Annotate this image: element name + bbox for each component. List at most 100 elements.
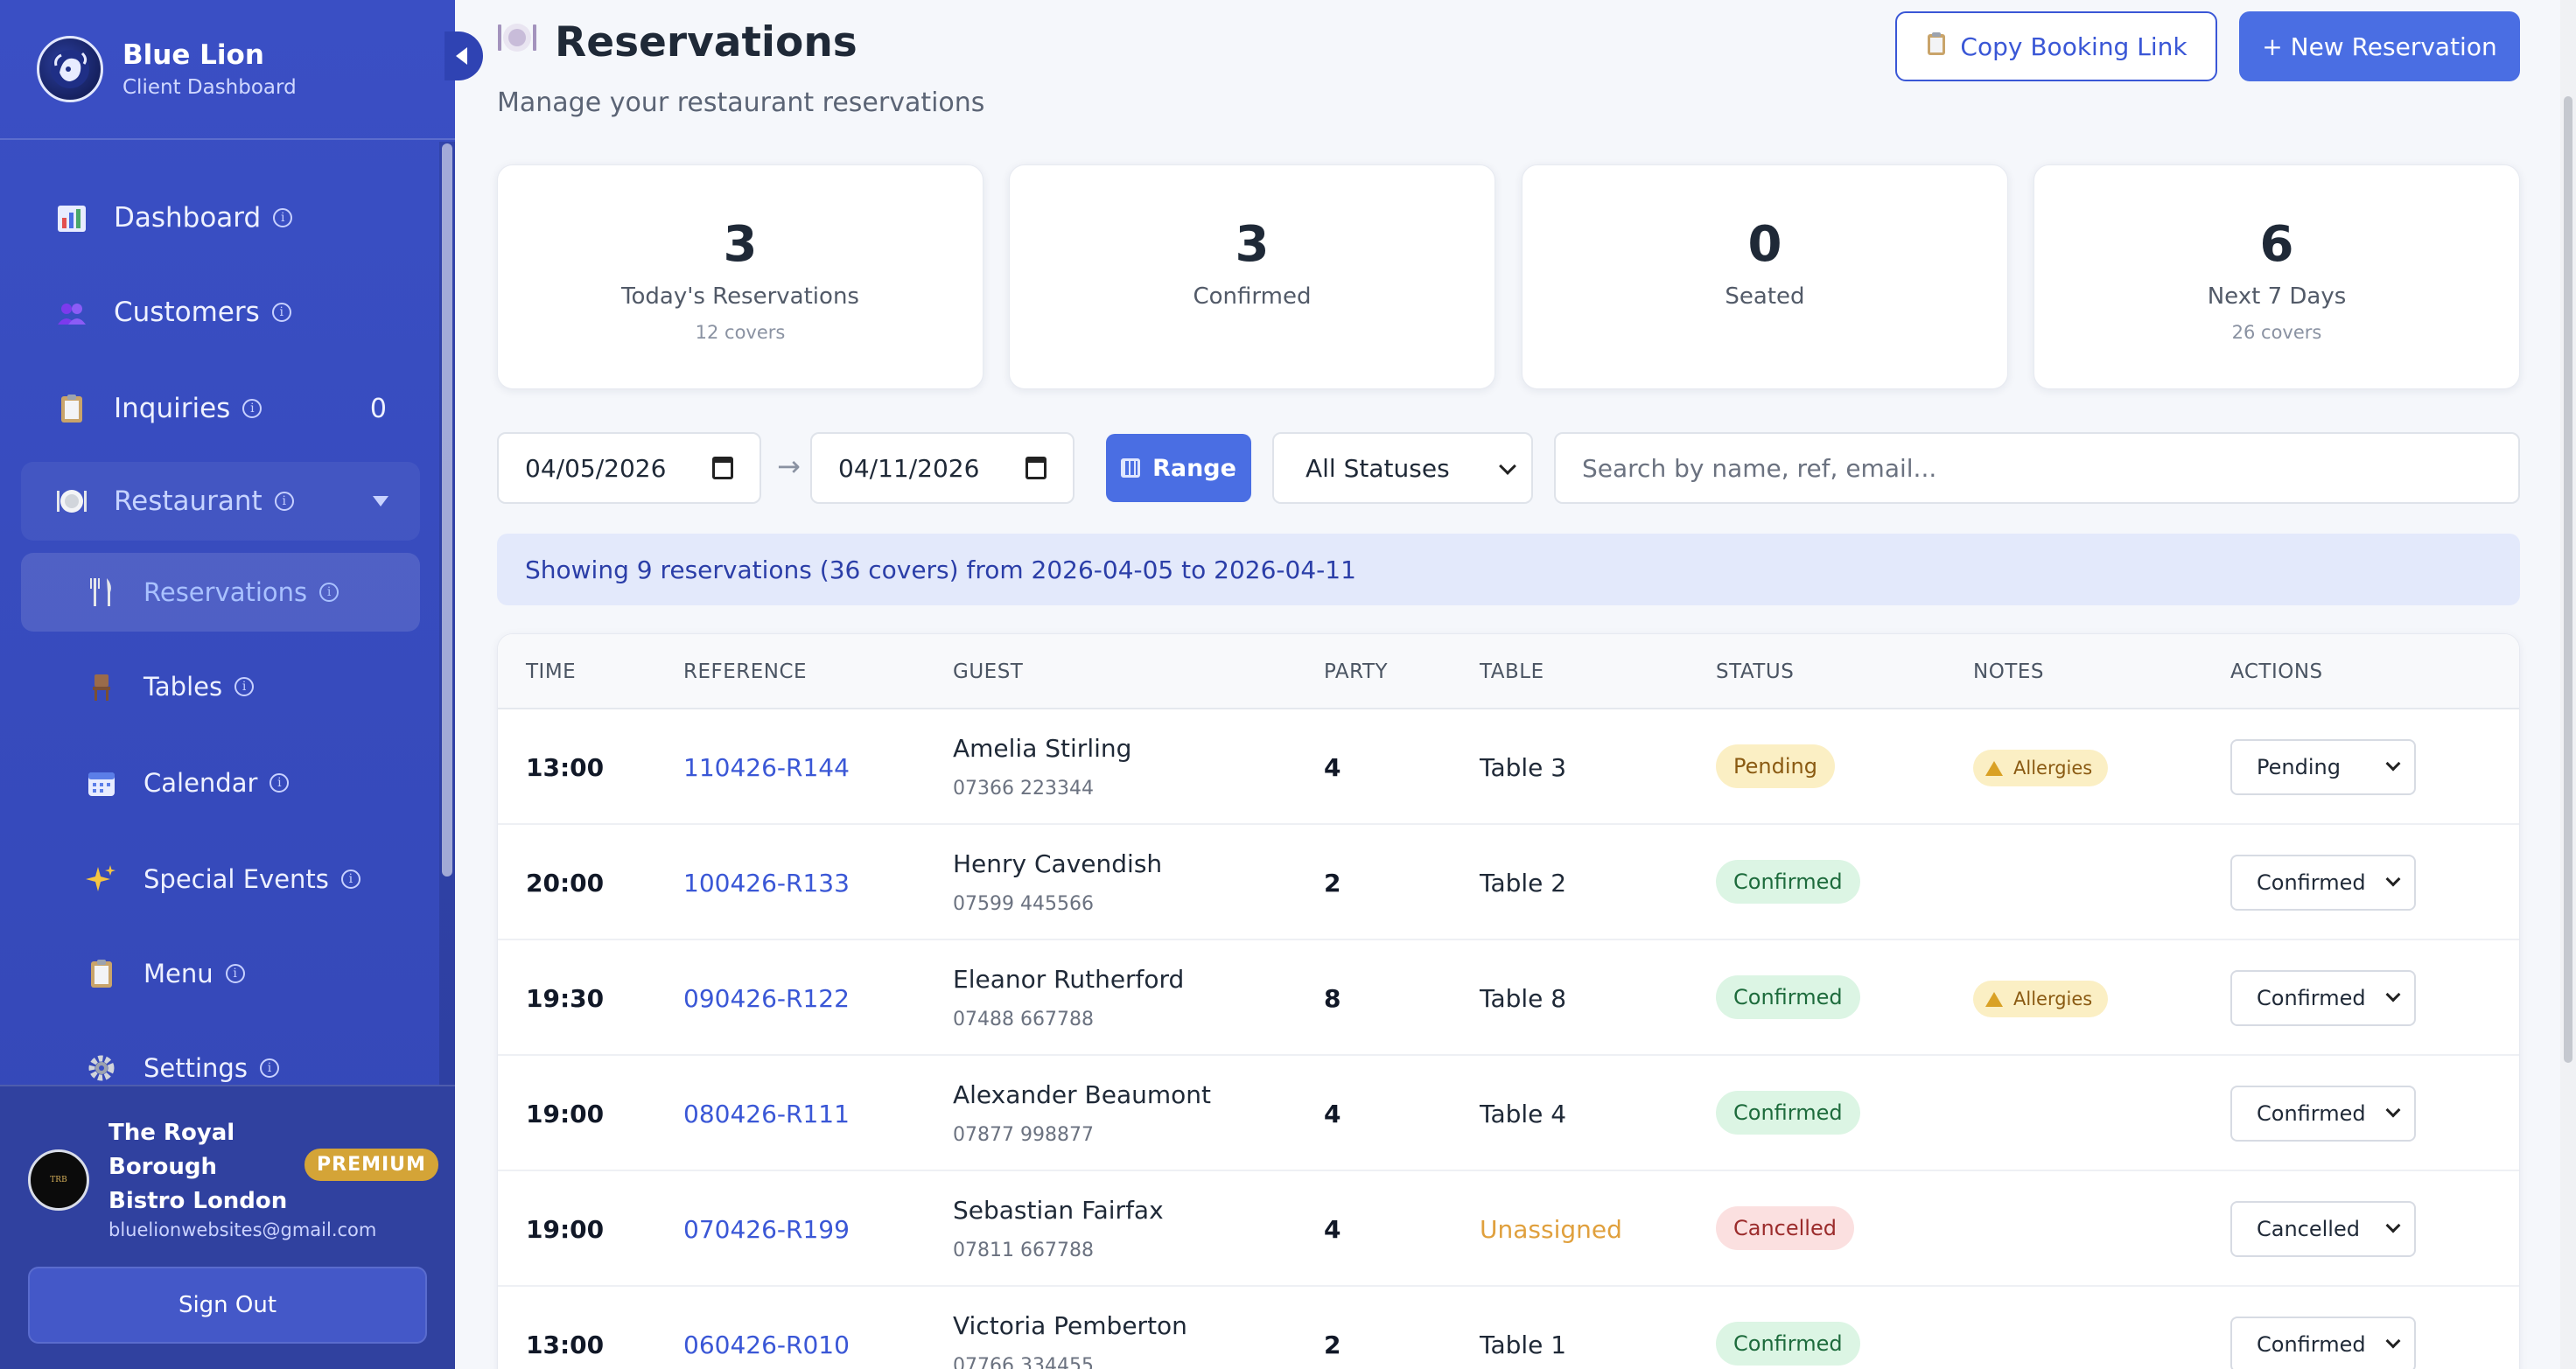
table-row[interactable]: 13:00 110426-R144 Amelia Stirling 07366 … (498, 709, 2519, 825)
column-header[interactable]: NOTES (1973, 660, 2044, 683)
stat-value: 3 (723, 216, 758, 273)
status-action-select[interactable]: Confirmed (2230, 1317, 2416, 1369)
status-action-select[interactable]: Confirmed (2230, 1086, 2416, 1142)
status-filter-select[interactable]: All Statuses (1272, 432, 1533, 504)
reservation-time: 19:00 (526, 1215, 605, 1244)
chevron-down-icon (2385, 1102, 2401, 1118)
info-icon[interactable]: i (319, 583, 340, 602)
party-size: 2 (1324, 869, 1341, 898)
reservation-reference-link[interactable]: 090426-R122 (683, 984, 850, 1013)
sidebar-item-menu[interactable]: Menu i (21, 934, 420, 1013)
collapse-sidebar-button[interactable] (444, 31, 483, 80)
scrollbar-thumb[interactable] (442, 143, 452, 877)
clipboard-icon (54, 391, 89, 426)
stat-label: Next 7 Days (2207, 283, 2347, 310)
plate-icon (497, 17, 537, 67)
status-action-select[interactable]: Cancelled (2230, 1201, 2416, 1257)
table-row[interactable]: 19:30 090426-R122 Eleanor Rutherford 074… (498, 940, 2519, 1056)
new-reservation-button[interactable]: + New Reservation (2239, 11, 2520, 81)
calendar-icon[interactable] (712, 457, 733, 479)
column-header[interactable]: STATUS (1716, 660, 1795, 683)
date-to-input[interactable]: 04/11/2026 (810, 432, 1074, 504)
reservation-reference-link[interactable]: 100426-R133 (683, 869, 850, 898)
info-icon[interactable]: i (270, 773, 290, 793)
info-icon[interactable]: i (271, 303, 291, 322)
brand[interactable]: Blue Lion Client Dashboard (0, 0, 455, 140)
column-header[interactable]: TABLE (1480, 660, 1544, 683)
status-action-select[interactable]: Confirmed (2230, 970, 2416, 1026)
party-size: 8 (1324, 984, 1341, 1013)
reservation-reference-link[interactable]: 110426-R144 (683, 753, 850, 782)
stat-card-today: 3 Today's Reservations 12 covers (497, 164, 984, 389)
date-from-input[interactable]: 04/05/2026 (497, 432, 761, 504)
column-header[interactable]: PARTY (1324, 660, 1389, 683)
chevron-down-icon (2385, 1218, 2401, 1233)
party-size: 4 (1324, 1100, 1341, 1128)
table-row[interactable]: 13:00 060426-R010 Victoria Pemberton 077… (498, 1287, 2519, 1369)
info-icon[interactable]: i (273, 208, 293, 227)
plate-icon (54, 484, 89, 519)
table-row[interactable]: 20:00 100426-R133 Henry Cavendish 07599 … (498, 825, 2519, 940)
sidebar-item-dashboard[interactable]: Dashboard i (21, 178, 420, 257)
action-value: Confirmed (2257, 1332, 2366, 1357)
stat-label: Today's Reservations (621, 283, 859, 310)
info-icon[interactable]: i (234, 677, 255, 696)
sidebar-item-label: Restaurant (114, 485, 262, 517)
status-action-select[interactable]: Confirmed (2230, 855, 2416, 911)
chevron-down-icon (1499, 457, 1516, 475)
sparkle-icon (84, 862, 119, 897)
account-panel: TRB The Royal Borough Bistro London PREM… (0, 1085, 455, 1369)
sidebar-scrollbar[interactable] (439, 142, 455, 1085)
sidebar-item-inquiries[interactable]: Inquiries i 0 (21, 369, 420, 448)
guest-name: Eleanor Rutherford (953, 965, 1185, 994)
sidebar-item-calendar[interactable]: Calendar i (21, 744, 420, 822)
sign-out-button[interactable]: Sign Out (28, 1267, 427, 1344)
copy-booking-link-button[interactable]: Copy Booking Link (1895, 11, 2217, 81)
party-size: 4 (1324, 753, 1341, 782)
table-row[interactable]: 19:00 080426-R111 Alexander Beaumont 078… (498, 1056, 2519, 1171)
sidebar-item-special-events[interactable]: Special Events i (21, 840, 420, 918)
info-icon[interactable]: i (340, 870, 360, 889)
table-header: TIME REFERENCE GUEST PARTY TABLE STATUS … (498, 634, 2519, 709)
date-to-value: 04/11/2026 (838, 453, 980, 483)
column-header[interactable]: GUEST (953, 660, 1024, 683)
column-header[interactable]: ACTIONS (2230, 660, 2323, 683)
sidebar-group-restaurant[interactable]: Restaurant i (21, 462, 420, 541)
guest-name: Victoria Pemberton (953, 1311, 1187, 1340)
sidebar-item-reservations[interactable]: Reservations i (21, 553, 420, 632)
brand-name: Blue Lion (122, 39, 264, 71)
action-value: Cancelled (2257, 1217, 2360, 1241)
chair-icon (84, 669, 119, 704)
reservation-reference-link[interactable]: 060426-R010 (683, 1331, 850, 1359)
info-icon[interactable]: i (242, 399, 262, 418)
calendar-icon[interactable] (1026, 457, 1046, 479)
column-header[interactable]: REFERENCE (683, 660, 808, 683)
chevron-down-icon (2385, 1333, 2401, 1349)
sidebar-item-settings[interactable]: Settings i (21, 1029, 420, 1085)
action-value: Confirmed (2257, 870, 2366, 895)
stat-card-confirmed: 3 Confirmed (1009, 164, 1495, 389)
reservation-reference-link[interactable]: 080426-R111 (683, 1100, 850, 1128)
sidebar-item-tables[interactable]: Tables i (21, 647, 420, 726)
status-badge: Pending (1716, 744, 1835, 788)
page-scrollbar[interactable] (2560, 0, 2576, 1369)
allergies-label: Allergies (2013, 758, 2093, 779)
table-assignment: Unassigned (1480, 1215, 1622, 1244)
reservation-time: 13:00 (526, 753, 605, 782)
status-action-select[interactable]: Pending (2230, 739, 2416, 795)
scrollbar-thumb[interactable] (2564, 96, 2572, 1063)
reservation-reference-link[interactable]: 070426-R199 (683, 1215, 850, 1244)
sidebar-item-customers[interactable]: Customers i (21, 273, 420, 352)
table-row[interactable]: 19:00 070426-R199 Sebastian Fairfax 0781… (498, 1171, 2519, 1287)
info-icon[interactable]: i (225, 964, 245, 983)
search-input[interactable] (1554, 432, 2520, 504)
guest-name: Amelia Stirling (953, 734, 1132, 763)
stat-label: Seated (1725, 283, 1805, 310)
range-button[interactable]: Range (1106, 434, 1251, 502)
reservations-table: TIME REFERENCE GUEST PARTY TABLE STATUS … (497, 633, 2520, 1369)
column-header[interactable]: TIME (526, 660, 577, 683)
info-icon[interactable]: i (259, 1058, 279, 1078)
info-icon[interactable]: i (274, 492, 294, 511)
menu-icon (84, 956, 119, 991)
status-badge: Confirmed (1716, 1091, 1860, 1135)
